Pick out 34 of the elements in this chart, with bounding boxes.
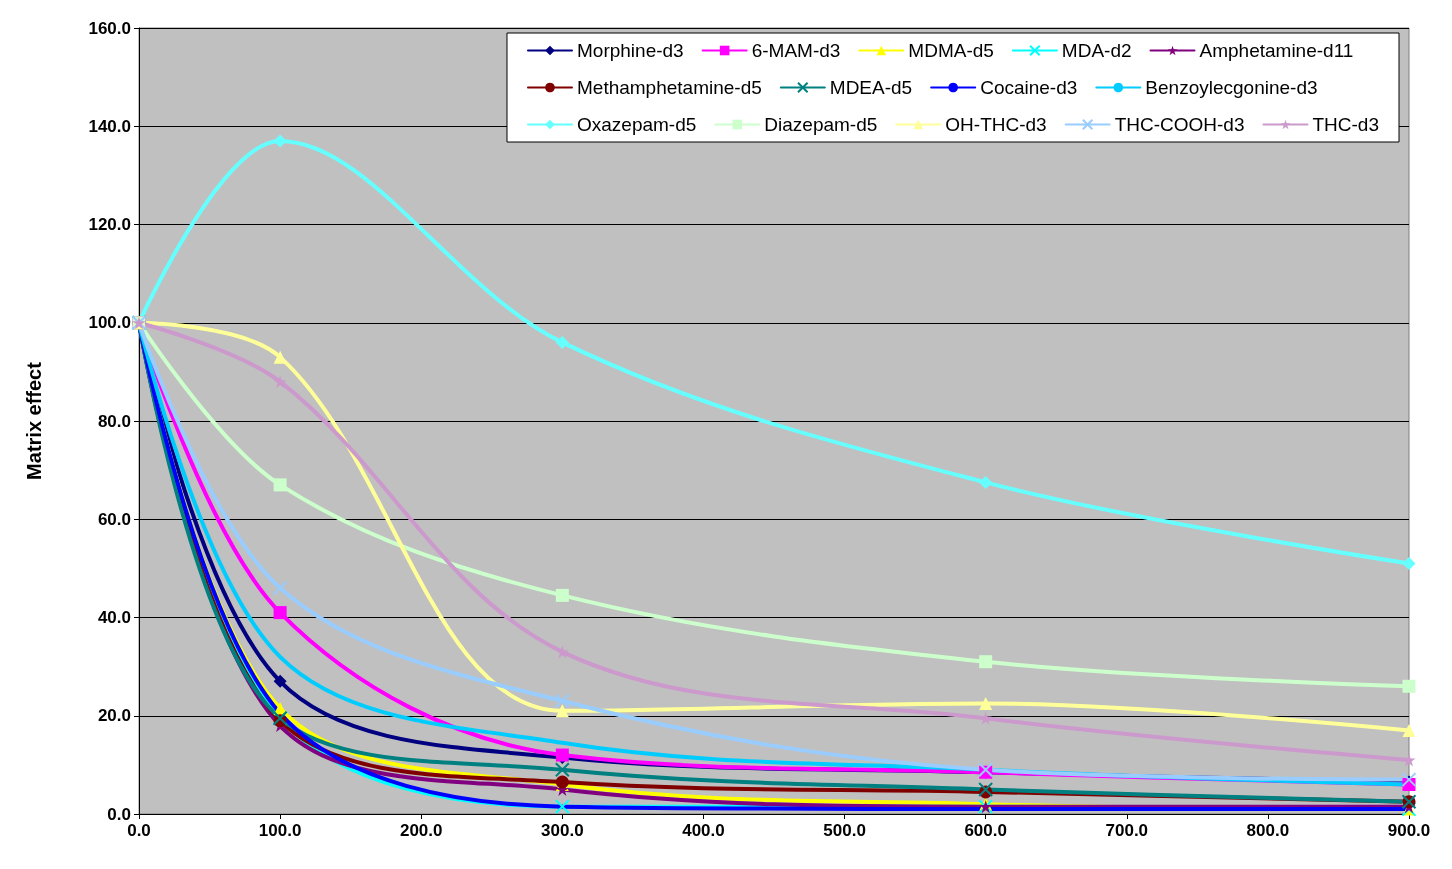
x-tick-label: 0.0 <box>127 821 151 840</box>
x-tick-label: 700.0 <box>1105 821 1149 840</box>
y-tick-label: 100.0 <box>88 313 131 333</box>
legend-label: MDA-d2 <box>1061 40 1132 61</box>
x-tick-label: 500.0 <box>823 821 866 840</box>
legend-label: Methamphetamine-d5 <box>576 77 762 98</box>
x-tick-label: 400.0 <box>682 821 725 840</box>
x-tick-label: 600.0 <box>964 821 1007 840</box>
legend-label: Amphetamine-d11 <box>1199 40 1354 61</box>
legend-label: Diazepam-d5 <box>764 114 878 135</box>
y-tick-label: 80.0 <box>97 411 131 431</box>
y-tick-label: 140.0 <box>88 116 131 136</box>
legend-label: OH-THC-d3 <box>945 114 1047 135</box>
legend-label: THC-d3 <box>1312 114 1380 135</box>
x-tick-label: 100.0 <box>258 821 302 840</box>
y-tick-label: 0.0 <box>107 804 131 824</box>
y-tick-label: 60.0 <box>97 509 131 529</box>
x-tick-label: 200.0 <box>399 821 443 840</box>
y-tick-label: 160.0 <box>88 18 131 38</box>
y-axis-title: Matrix effect <box>23 361 45 480</box>
legend-label: THC-COOH-d3 <box>1114 114 1245 135</box>
x-tick-label: 300.0 <box>541 821 584 840</box>
legend-label: Cocaine-d3 <box>980 77 1078 98</box>
legend-label: 6-MAM-d3 <box>751 40 841 61</box>
y-tick-label: 20.0 <box>97 706 131 726</box>
legend-label: Oxazepam-d5 <box>576 114 697 135</box>
y-tick-label: 40.0 <box>97 608 131 627</box>
x-tick-label: 900.0 <box>1387 821 1431 840</box>
legend-label: Benzoylecgonine-d3 <box>1145 77 1318 98</box>
legend-label: Morphine-d3 <box>576 40 684 61</box>
x-tick-label: 800.0 <box>1246 821 1290 840</box>
legend-label: MDMA-d5 <box>908 40 994 61</box>
legend-label: MDEA-d5 <box>829 77 913 98</box>
y-tick-label: 120.0 <box>88 215 131 234</box>
